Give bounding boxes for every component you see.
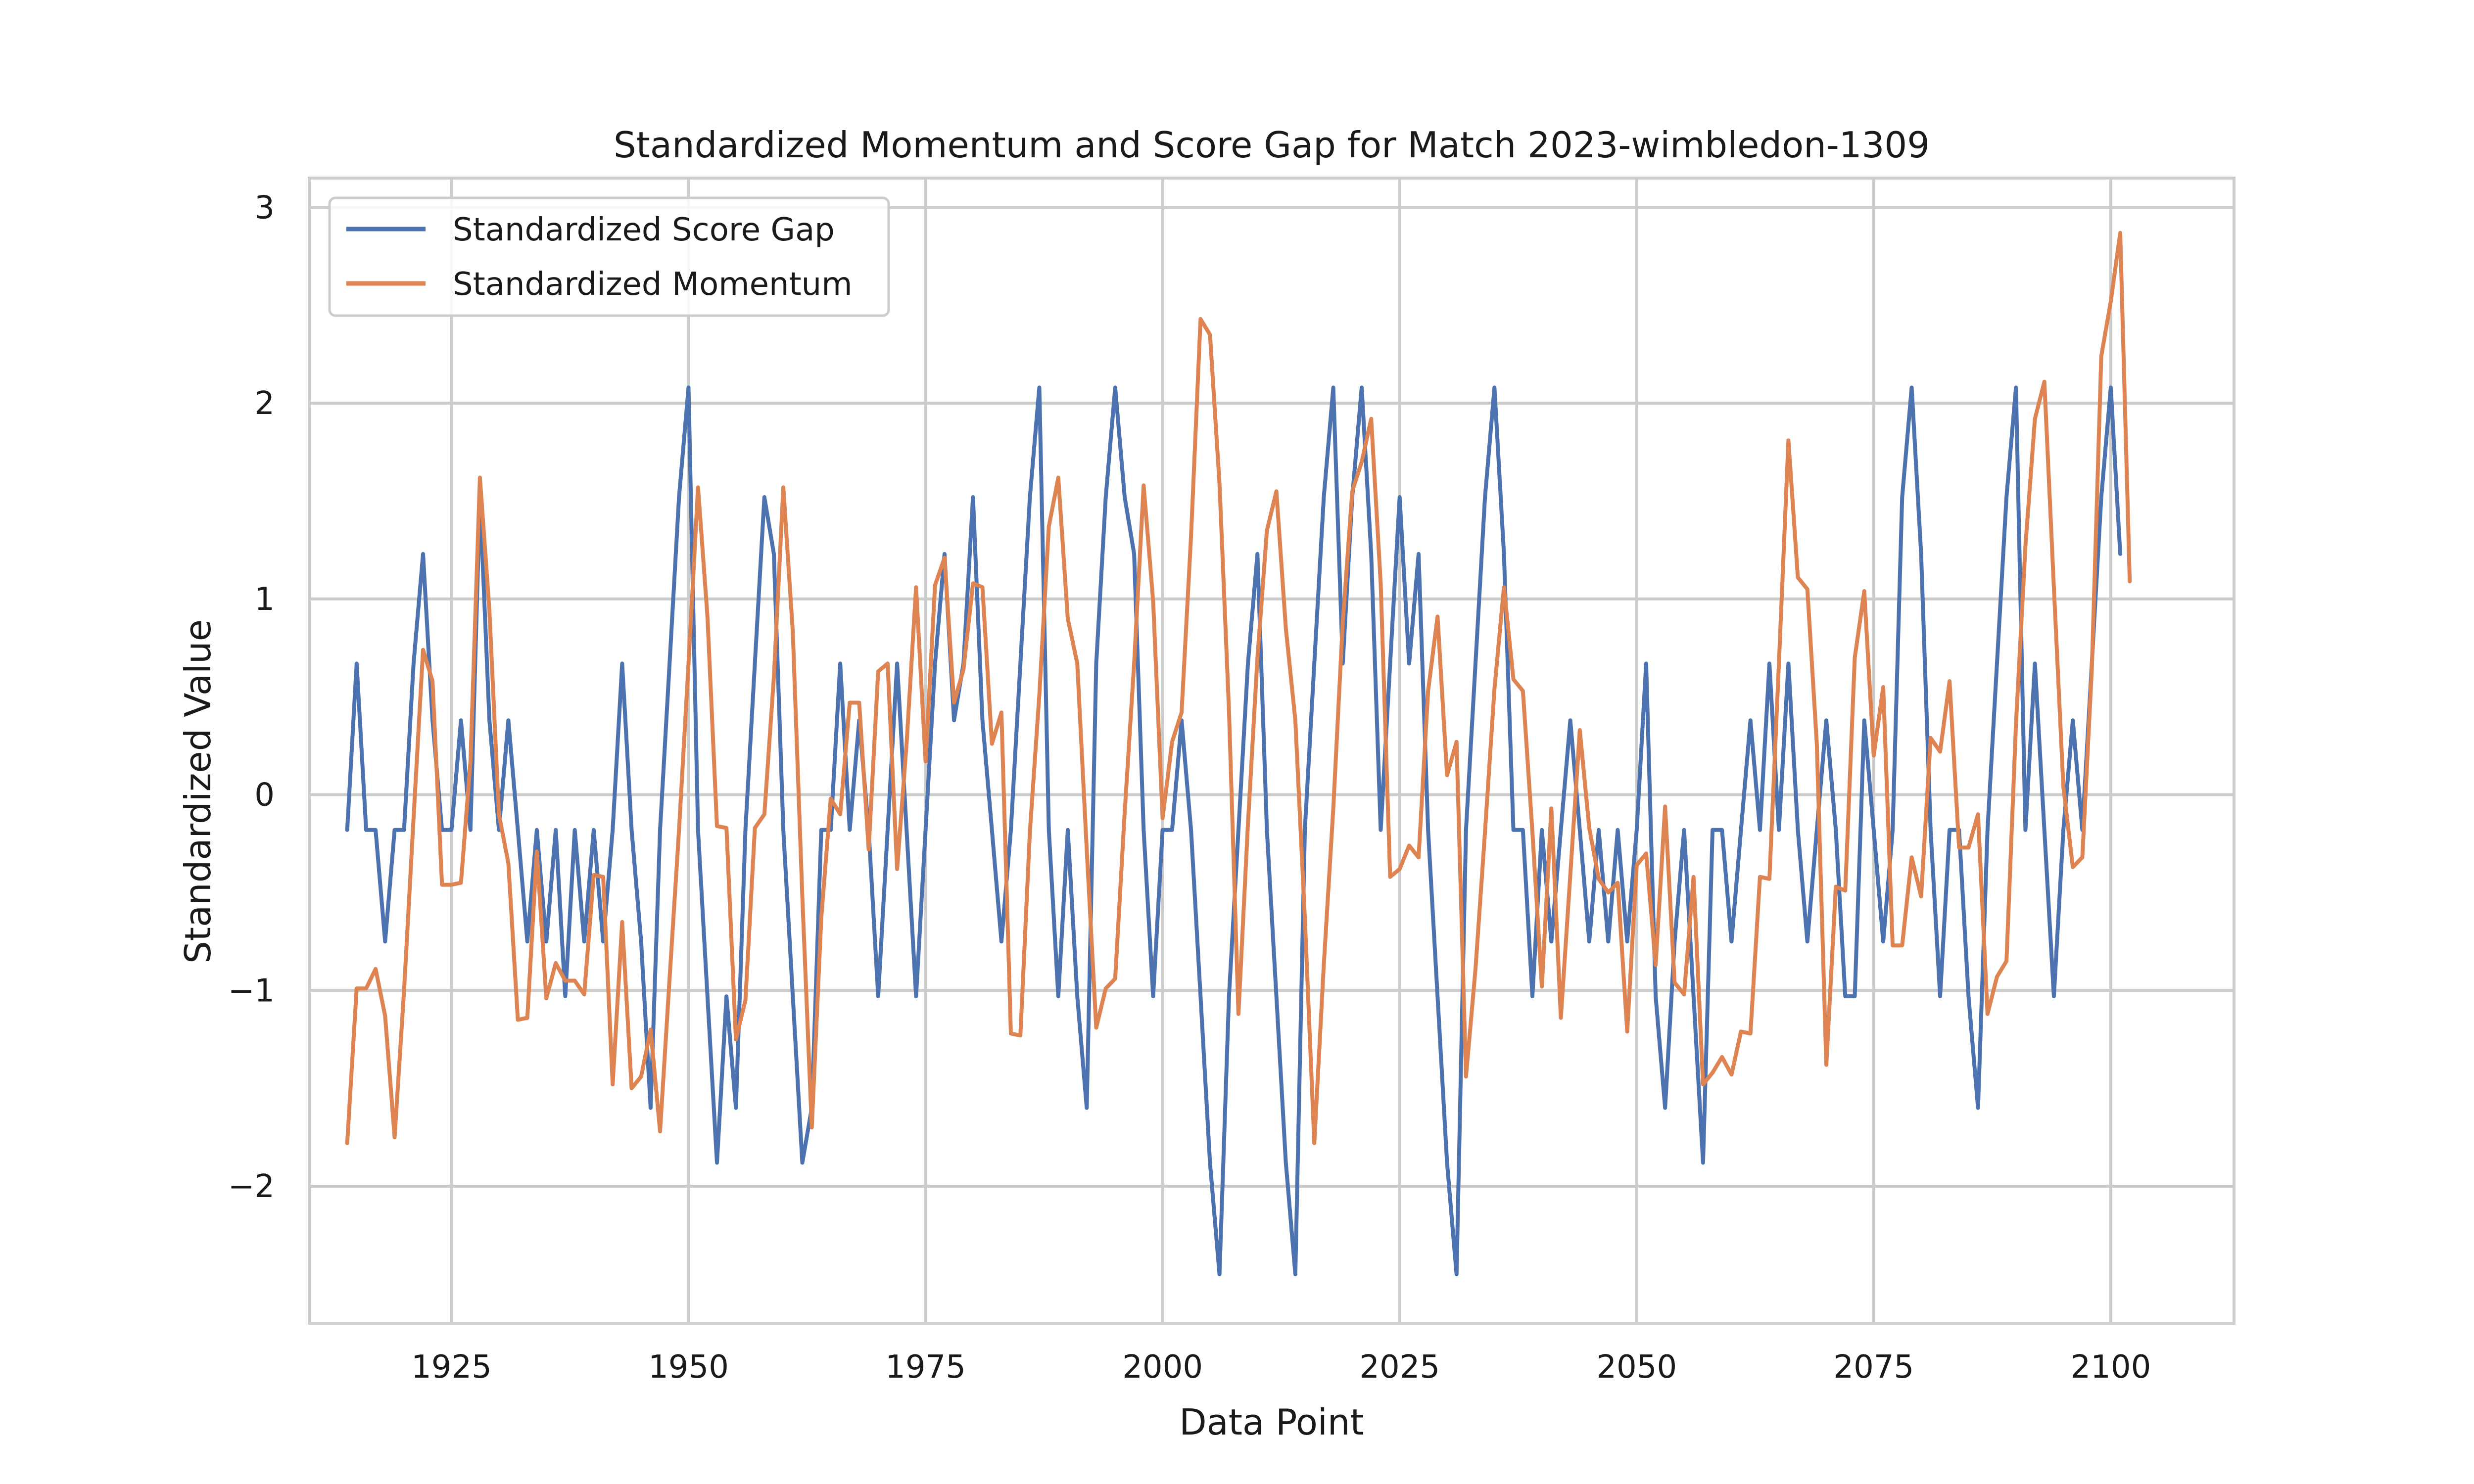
y-tick-label: −2 [228, 1168, 275, 1205]
x-tick-label: 1925 [411, 1349, 492, 1386]
legend: Standardized Score Gap Standardized Mome… [328, 196, 890, 317]
tick-labels: 1925 1950 1975 2000 2025 2050 2075 2100 −2 −1 0 1 2 3 [228, 189, 2151, 1386]
x-tick-label: 2100 [2070, 1349, 2151, 1386]
x-tick-label: 2075 [1833, 1349, 1914, 1386]
x-tick-label: 1950 [648, 1349, 729, 1386]
legend-label-score-gap: Standardized Score Gap [453, 212, 835, 248]
x-tick-label: 2050 [1596, 1349, 1677, 1386]
legend-box [328, 196, 890, 317]
x-tick-label: 2000 [1122, 1349, 1203, 1386]
x-tick-label: 1975 [885, 1349, 966, 1386]
x-tick-label: 2025 [1359, 1349, 1440, 1386]
y-axis-label: Standardized Value [177, 619, 219, 964]
x-axis-label: Data Point [1179, 1401, 1364, 1443]
y-tick-label: 0 [254, 777, 275, 814]
series-layer [345, 231, 2132, 1277]
chart-title: Standardized Momentum and Score Gap for … [614, 124, 1930, 166]
y-tick-label: −1 [228, 973, 275, 1009]
y-tick-label: 1 [254, 581, 275, 618]
plot-frame [308, 177, 2236, 1325]
y-tick-label: 2 [254, 385, 275, 422]
y-tick-label: 3 [254, 189, 275, 226]
legend-label-momentum: Standardized Momentum [453, 266, 853, 303]
series-line-momentum [345, 231, 2132, 1145]
